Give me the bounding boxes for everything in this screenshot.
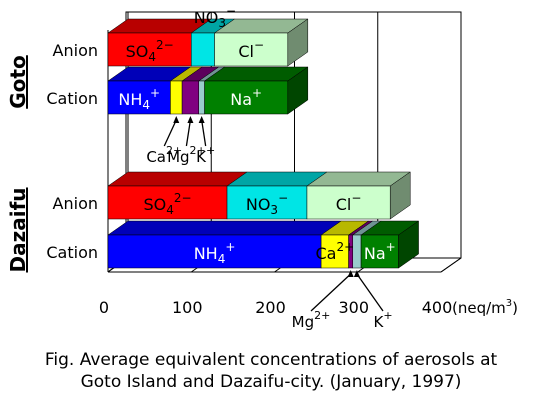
- bar-segment: [204, 80, 289, 115]
- callout-arrowhead: [347, 270, 354, 277]
- bar-segment-side: [287, 18, 309, 67]
- callout-arrowhead: [187, 116, 194, 123]
- x-tick-label: 300: [338, 298, 369, 317]
- caption-line-1: Fig. Average equivalent concentrations o…: [44, 350, 498, 370]
- labels: 0 100 200 300 400 (neq/m3) Goto Anion SO42− Cl− Ca…: [6, 4, 518, 331]
- bar-segment-side: [389, 171, 411, 220]
- bar-segment: [170, 80, 183, 115]
- bar-segment: [107, 80, 171, 115]
- callout-arrow: [310, 273, 352, 312]
- callout-arrowhead: [198, 116, 205, 123]
- bar-segment: [320, 234, 349, 269]
- callout-arrowhead: [353, 270, 360, 277]
- bar-segment: [306, 185, 391, 220]
- figure-caption: Fig. Average equivalent concentrations o…: [6, 349, 536, 393]
- segment-label: NO3−: [246, 191, 288, 217]
- bar-segment-top: [107, 171, 248, 187]
- gridline-floor: [440, 257, 462, 273]
- callout-label: Ca2+: [146, 144, 182, 166]
- row-label: Anion: [53, 41, 98, 60]
- row-label: Anion: [53, 194, 98, 213]
- caption-line-2: Goto Island and Dazaifu-city. (January, …: [80, 372, 462, 392]
- segment-label: Na+: [230, 86, 262, 109]
- bar-segment: [191, 32, 215, 67]
- segment-label: NH4+: [194, 240, 236, 266]
- segment-label: Cl−: [238, 38, 264, 61]
- callout-arrow: [185, 119, 192, 147]
- row-label: Cation: [46, 243, 98, 262]
- bar-segment-side: [287, 66, 309, 115]
- callout-label: Mg2+: [167, 144, 206, 166]
- bar-segment: [107, 32, 192, 67]
- bar-segment: [360, 234, 399, 269]
- callout-label: Mg2+: [292, 309, 331, 331]
- row-label: Cation: [46, 89, 98, 108]
- x-tick-label: 400: [422, 298, 453, 317]
- x-tick-label: 200: [255, 298, 286, 317]
- bar-segment: [107, 234, 322, 269]
- bars: [107, 18, 420, 312]
- callout-arrow: [201, 119, 207, 147]
- callout-label: NO3−: [194, 4, 236, 30]
- segment-label: Cl−: [336, 191, 362, 214]
- x-tick-label: 100: [172, 298, 203, 317]
- bar-segment-top: [107, 220, 342, 236]
- bar-segment: [181, 80, 199, 115]
- callout-arrowhead: [173, 116, 180, 123]
- callout-arrow: [163, 119, 177, 147]
- group-label: Goto: [6, 55, 30, 108]
- segment-label: SO42−: [143, 191, 191, 217]
- bar-segment: [198, 80, 205, 115]
- group-label: Dazaifu: [6, 187, 30, 272]
- x-axis-unit: (neq/m3): [452, 298, 518, 317]
- segment-label: Na+: [364, 240, 396, 263]
- segment-label: NH4+: [118, 86, 160, 112]
- segment-label: Ca2+: [316, 240, 355, 263]
- callout-label: K+: [196, 144, 215, 166]
- bar-segment: [107, 185, 228, 220]
- callout-arrow: [356, 273, 384, 312]
- callout-label: K+: [373, 309, 392, 331]
- bar-segment-side: [398, 220, 419, 269]
- x-tick-label: 0: [99, 298, 109, 317]
- segment-label: SO42−: [126, 38, 174, 64]
- bar-segment: [226, 185, 308, 220]
